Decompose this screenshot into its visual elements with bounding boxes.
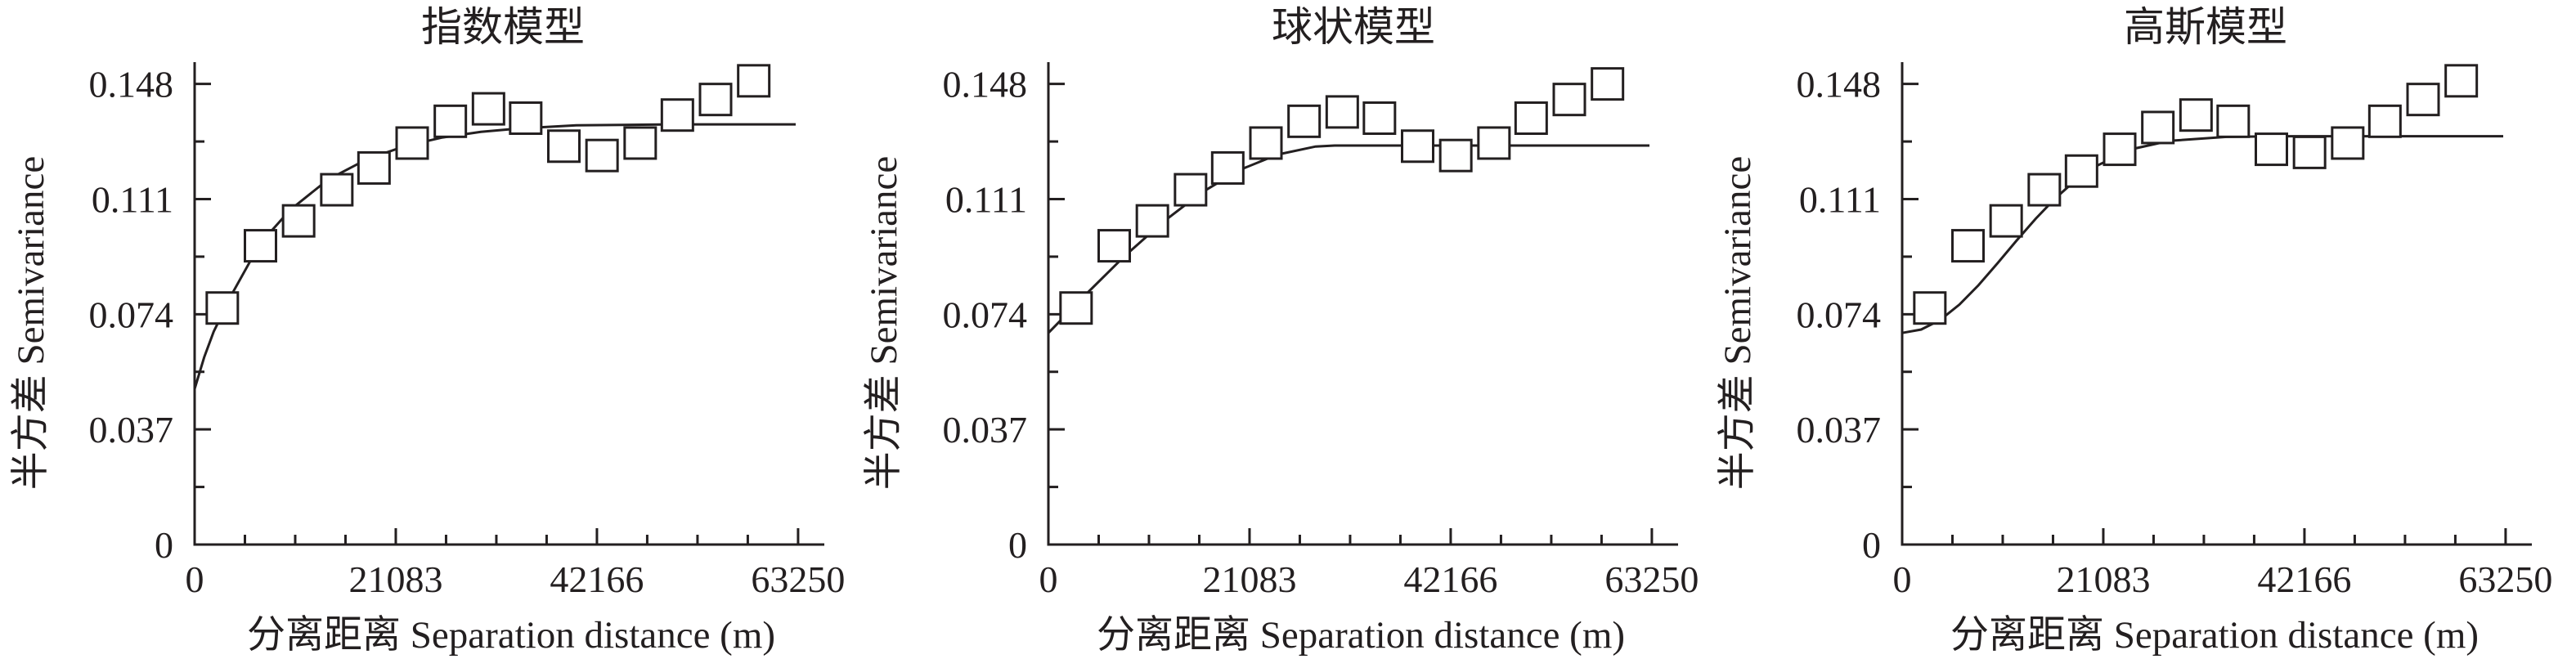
x-tick-label: 0 bbox=[186, 558, 204, 600]
y-tick-label: 0 bbox=[1008, 524, 1027, 566]
model-curve bbox=[1047, 144, 1649, 334]
data-point bbox=[2292, 135, 2327, 169]
data-point bbox=[698, 83, 733, 117]
panel-spherical-model: 球状模型 分离距离 Separation distance (m) 半方差 Se… bbox=[863, 4, 1699, 657]
data-point bbox=[1135, 204, 1169, 238]
data-point bbox=[1951, 229, 1985, 263]
data-point bbox=[2027, 173, 2062, 207]
data-point bbox=[1097, 229, 1131, 263]
axes: 0 0.037 0.074 0.111 0.148 0 21083 42166 63250 bbox=[89, 62, 845, 600]
panel-exponential-model: 指数模型 分离距离 Separation distance (m) 半方差 Se… bbox=[10, 4, 845, 657]
data-point bbox=[2255, 132, 2288, 167]
data-point bbox=[2367, 104, 2402, 138]
y-tick-label: 0.148 bbox=[943, 64, 1028, 105]
axes: 0 0.037 0.074 0.111 0.148 0 21083 42166 63250 bbox=[943, 62, 1699, 600]
data-point bbox=[1514, 101, 1548, 136]
y-tick-label: 0.074 bbox=[1797, 294, 1882, 335]
model-curve bbox=[193, 123, 796, 390]
x-tick-label: 21083 bbox=[2056, 558, 2150, 600]
plot-area bbox=[1901, 64, 2503, 334]
x-tick-label: 0 bbox=[1893, 558, 1912, 600]
data-point bbox=[1325, 95, 1359, 129]
y-tick-label: 0.111 bbox=[945, 178, 1027, 220]
data-point bbox=[2406, 83, 2440, 117]
data-point bbox=[205, 291, 240, 325]
data-point bbox=[2444, 64, 2479, 98]
panel-gaussian-model: 高斯模型 分离距离 Separation distance (m) 半方差 Se… bbox=[1717, 4, 2552, 657]
data-point bbox=[2331, 126, 2365, 160]
data-point bbox=[471, 92, 505, 126]
x-axis-label: 分离距离 Separation distance (m) bbox=[1950, 614, 2479, 657]
panel-title: 指数模型 bbox=[421, 4, 585, 50]
y-tick-label: 0.111 bbox=[92, 178, 173, 220]
data-point bbox=[1210, 150, 1245, 185]
data-point bbox=[2064, 154, 2098, 188]
x-tick-label: 42166 bbox=[550, 558, 644, 600]
y-tick-label: 0.111 bbox=[1799, 178, 1881, 220]
data-point bbox=[2179, 98, 2213, 132]
data-point bbox=[547, 129, 581, 164]
plot-area bbox=[193, 64, 796, 390]
data-point bbox=[1552, 83, 1586, 117]
data-point bbox=[1249, 126, 1283, 160]
y-axis-label: 半方差 Semivariance bbox=[10, 156, 52, 491]
data-point bbox=[2216, 104, 2251, 138]
panel-title: 高斯模型 bbox=[2124, 4, 2287, 50]
x-tick-label: 42166 bbox=[2257, 558, 2351, 600]
data-point bbox=[1989, 204, 2023, 238]
y-tick-label: 0.148 bbox=[89, 64, 174, 105]
data-point bbox=[1913, 291, 1947, 325]
data-point bbox=[509, 101, 543, 136]
plot-area bbox=[1047, 67, 1649, 334]
x-tick-label: 63250 bbox=[2458, 558, 2552, 600]
data-point bbox=[1362, 101, 1397, 136]
data-point bbox=[1401, 129, 1434, 164]
x-tick-label: 21083 bbox=[1202, 558, 1296, 600]
x-tick-label: 63250 bbox=[1604, 558, 1699, 600]
x-tick-label: 0 bbox=[1039, 558, 1058, 600]
data-point bbox=[320, 173, 354, 207]
x-tick-label: 42166 bbox=[1403, 558, 1497, 600]
data-point bbox=[1287, 104, 1322, 138]
data-point bbox=[357, 150, 391, 185]
x-tick-label: 21083 bbox=[348, 558, 442, 600]
x-axis-label: 分离距离 Separation distance (m) bbox=[247, 614, 775, 657]
panel-title: 球状模型 bbox=[1272, 4, 1435, 50]
data-point bbox=[2141, 110, 2175, 145]
data-point bbox=[433, 104, 468, 138]
y-tick-label: 0.148 bbox=[1797, 64, 1882, 105]
data-point bbox=[660, 98, 694, 132]
data-point bbox=[585, 138, 619, 173]
axes: 0 0.037 0.074 0.111 0.148 0 21083 42166 63250 bbox=[1797, 62, 2552, 600]
y-tick-label: 0.074 bbox=[89, 294, 174, 335]
y-axis-label: 半方差 Semivariance bbox=[863, 156, 905, 491]
y-tick-label: 0.037 bbox=[943, 409, 1028, 451]
y-tick-label: 0.037 bbox=[89, 409, 174, 451]
data-point bbox=[1477, 126, 1511, 160]
x-tick-label: 63250 bbox=[751, 558, 845, 600]
data-point bbox=[1059, 291, 1093, 325]
data-point bbox=[281, 204, 316, 238]
data-point bbox=[737, 64, 771, 98]
y-tick-label: 0.037 bbox=[1797, 409, 1882, 451]
data-point bbox=[1438, 138, 1473, 173]
y-tick-label: 0 bbox=[1862, 524, 1881, 566]
data-point bbox=[1174, 173, 1208, 207]
y-tick-label: 0.074 bbox=[943, 294, 1028, 335]
data-point bbox=[2103, 132, 2137, 167]
data-point bbox=[623, 126, 657, 160]
y-tick-label: 0 bbox=[155, 524, 173, 566]
data-point bbox=[395, 126, 429, 160]
x-axis-label: 分离距离 Separation distance (m) bbox=[1097, 614, 1625, 657]
data-point bbox=[1591, 67, 1625, 101]
data-point bbox=[244, 229, 277, 263]
y-axis-label: 半方差 Semivariance bbox=[1717, 156, 1759, 491]
